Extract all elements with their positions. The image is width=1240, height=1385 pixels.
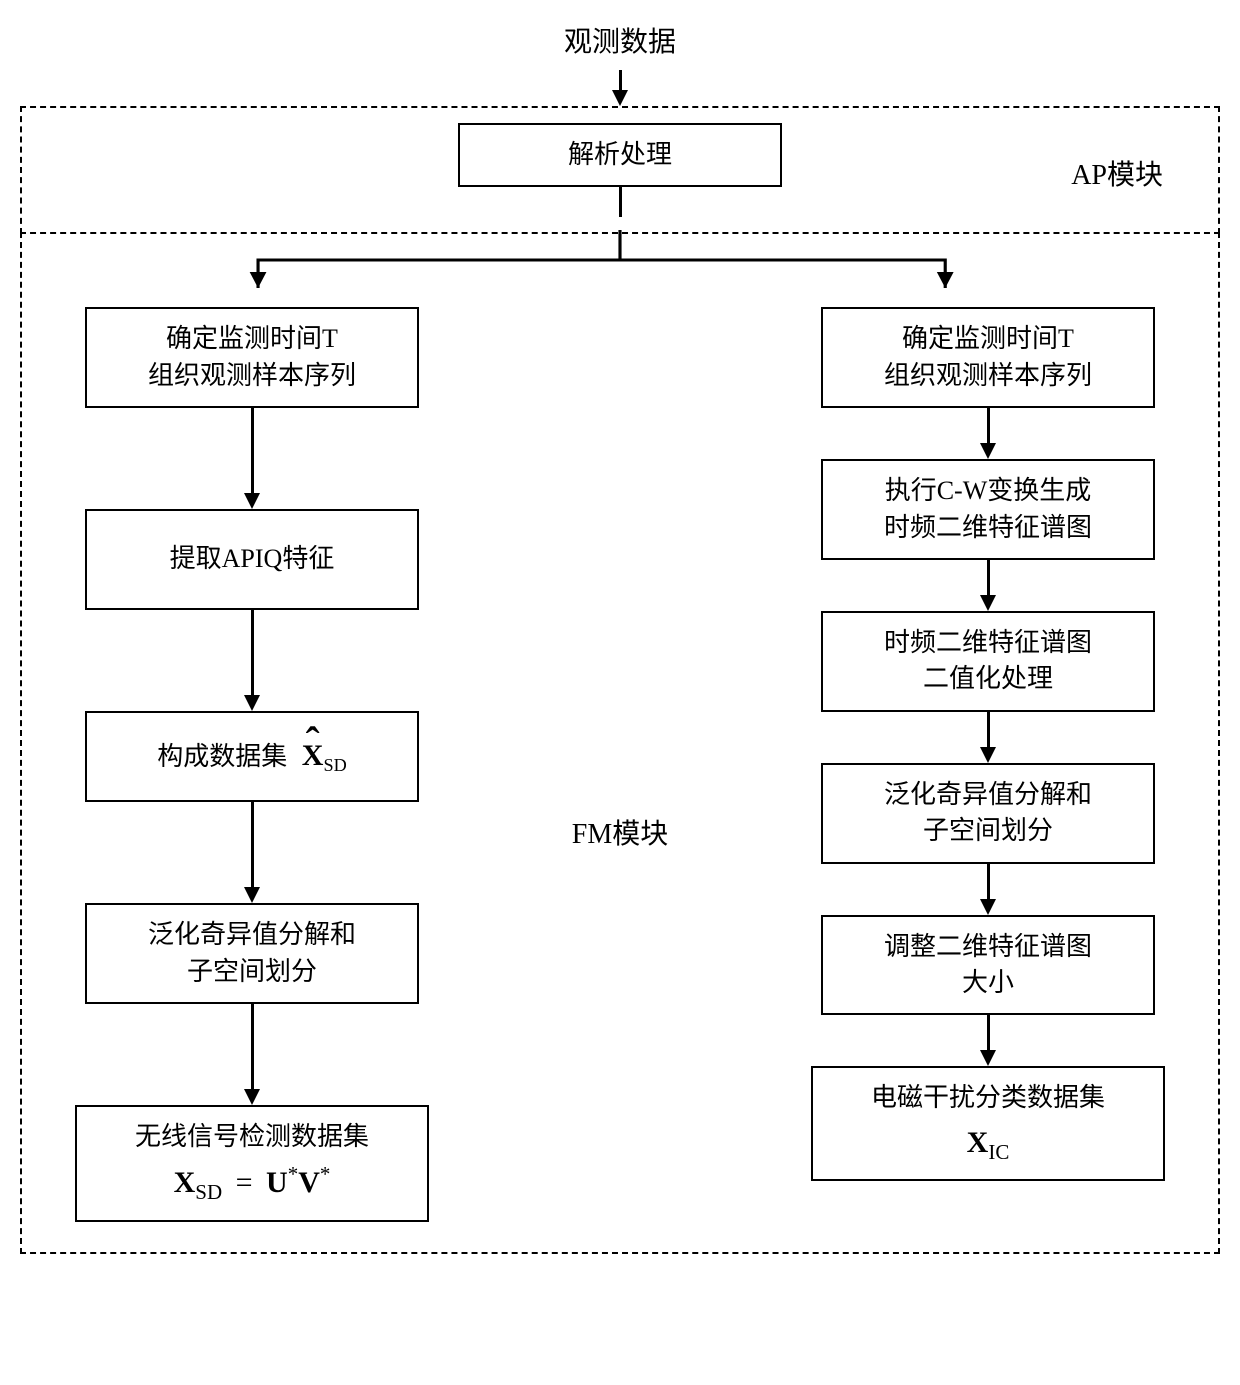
left-column: 确定监测时间T 组织观测样本序列 提取APIQ特征 构成数据集 XSD <box>52 307 452 1221</box>
arrow-segment <box>619 187 622 217</box>
arrow-segment <box>251 802 254 887</box>
right-step6-box: 电磁干扰分类数据集 XIC <box>811 1066 1165 1181</box>
arrow-head <box>244 1089 260 1105</box>
arrow-segment <box>987 408 990 443</box>
ap-module-box: AP模块 解析处理 <box>20 106 1220 234</box>
arrow-segment <box>987 560 990 595</box>
fm-module-box: FM模块 确定监测时间T 组织观测样本序列 提取APIQ特征 构成数据集 <box>20 232 1220 1253</box>
left-step5-box: 无线信号检测数据集 XSD = U*V* <box>75 1105 429 1222</box>
arrow-segment <box>987 712 990 747</box>
input-label: 观测数据 <box>20 20 1220 60</box>
arrow-head <box>612 90 628 106</box>
right-step1-box: 确定监测时间T 组织观测样本序列 <box>821 307 1155 408</box>
arrow-head <box>980 595 996 611</box>
arrow-segment <box>987 1015 990 1050</box>
arrow-segment <box>619 70 622 90</box>
right-step2-box: 执行C-W变换生成 时频二维特征谱图 <box>821 459 1155 560</box>
arrow-head <box>244 887 260 903</box>
arrow-head <box>980 899 996 915</box>
arrow-head <box>980 747 996 763</box>
analyze-box: 解析处理 <box>458 123 782 187</box>
arrow-head <box>980 443 996 459</box>
right-step5-box: 调整二维特征谱图 大小 <box>821 915 1155 1016</box>
right-column: 确定监测时间T 组织观测样本序列 执行C-W变换生成 时频二维特征谱图 时频二维… <box>788 307 1188 1221</box>
left-step4-box: 泛化奇异值分解和 子空间划分 <box>85 903 419 1004</box>
arrow-segment <box>987 864 990 899</box>
left-step3-box: 构成数据集 XSD <box>85 711 419 803</box>
arrow-segment <box>251 408 254 493</box>
left-step1-box: 确定监测时间T 组织观测样本序列 <box>85 307 419 408</box>
left-step2-box: 提取APIQ特征 <box>85 509 419 609</box>
arrow-segment <box>251 610 254 695</box>
fm-module-label: FM模块 <box>572 812 668 852</box>
arrow-segment <box>251 1004 254 1089</box>
arrow-head <box>980 1050 996 1066</box>
ap-module-label: AP模块 <box>1066 153 1168 193</box>
right-step3-box: 时频二维特征谱图 二值化处理 <box>821 611 1155 712</box>
arrow-head <box>244 695 260 711</box>
branch-connector <box>22 230 1218 305</box>
arrow-head <box>244 493 260 509</box>
right-step4-box: 泛化奇异值分解和 子空间划分 <box>821 763 1155 864</box>
